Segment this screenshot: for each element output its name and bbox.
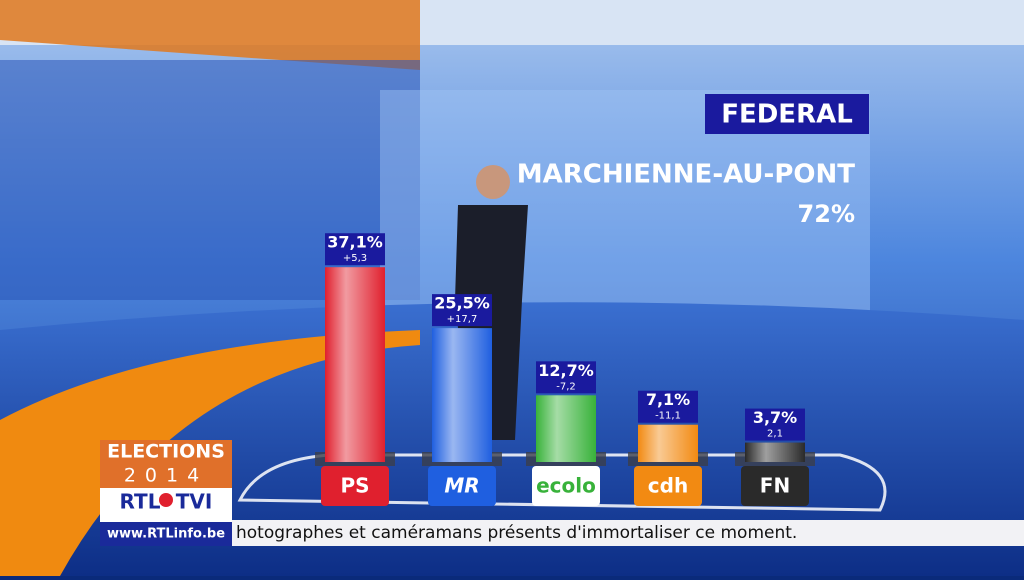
orange-swoosh xyxy=(0,330,420,576)
bars: 37,1%+5,3 PS 25,5%+17,7 MR 12,7%-7,2 ecolo 7,1… xyxy=(315,233,815,506)
change-label: 2,1 xyxy=(767,429,783,440)
logo-url-bar xyxy=(100,522,232,546)
party-box xyxy=(532,466,600,506)
value-box xyxy=(325,233,385,266)
value-label: 3,7% xyxy=(753,408,797,427)
change-label: +5,3 xyxy=(343,253,367,264)
change-label: -7,2 xyxy=(556,381,576,392)
bar-shine xyxy=(638,424,698,462)
commune-label: MARCHIENNE-AU-PONT xyxy=(517,160,856,190)
party-label: ecolo xyxy=(536,474,596,498)
ceiling-accent xyxy=(0,0,420,70)
bar-shine xyxy=(745,442,805,462)
bar-shine xyxy=(325,267,385,462)
change-label: +17,7 xyxy=(447,314,478,325)
counted-label: 72% xyxy=(798,200,855,228)
party-label: PS xyxy=(340,474,369,498)
level-label: FEDERAL xyxy=(721,100,853,130)
presenter-head xyxy=(476,165,510,199)
logo-line2: 2014 xyxy=(124,465,208,487)
bar-shine xyxy=(432,328,492,462)
party-box xyxy=(741,466,809,506)
value-box xyxy=(432,294,492,327)
ticker-bar xyxy=(100,520,1024,546)
value-box xyxy=(745,408,805,441)
change-label: -11,1 xyxy=(655,411,681,422)
value-label: 25,5% xyxy=(434,294,490,313)
logo-brand-right: TVI xyxy=(176,490,213,514)
value-box xyxy=(536,361,596,394)
party-label: cdh xyxy=(648,474,688,498)
party-label: MR xyxy=(444,474,479,498)
ticker-text: hotographes et caméramans présents d'imm… xyxy=(236,523,797,543)
logo-dot xyxy=(159,493,173,507)
logo-top xyxy=(100,440,232,488)
party-box xyxy=(321,466,389,506)
logo-line1: ELECTIONS xyxy=(107,441,225,463)
logo-brand-left: RTL xyxy=(120,490,161,514)
logo-url: www.RTLinfo.be xyxy=(107,527,225,542)
value-box xyxy=(638,390,698,423)
level-box xyxy=(705,94,869,134)
value-label: 7,1% xyxy=(646,390,690,409)
party-box xyxy=(634,466,702,506)
party-label: FN xyxy=(760,474,790,498)
value-label: 12,7% xyxy=(538,361,594,380)
bar-shine xyxy=(536,395,596,462)
party-box xyxy=(428,466,496,506)
value-label: 37,1% xyxy=(327,233,383,252)
